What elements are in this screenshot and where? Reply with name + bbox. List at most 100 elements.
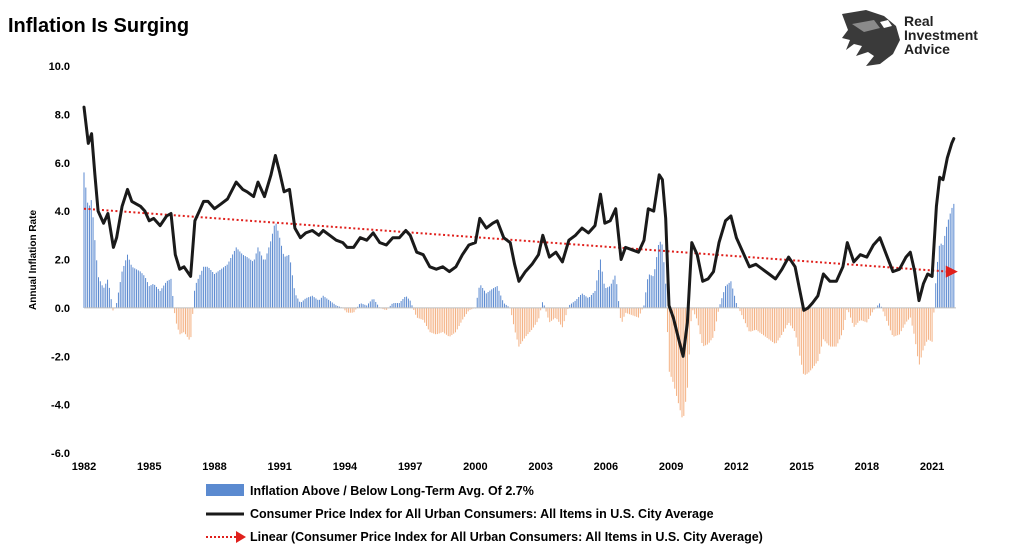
deviation-bar: [266, 253, 268, 308]
deviation-bar: [184, 307, 186, 335]
deviation-bar: [311, 295, 313, 308]
deviation-bar: [712, 307, 714, 338]
deviation-bar: [648, 274, 650, 308]
deviation-bar: [871, 307, 873, 313]
deviation-bar: [333, 303, 335, 308]
deviation-bar: [561, 307, 563, 328]
deviation-bar: [94, 240, 96, 308]
deviation-bar: [366, 305, 368, 308]
deviation-bar: [889, 307, 891, 331]
deviation-bar: [797, 307, 799, 347]
chart-title: Inflation Is Surging: [8, 15, 189, 37]
deviation-bar: [735, 303, 737, 308]
deviation-bar: [694, 307, 696, 315]
deviation-bar: [462, 307, 464, 320]
deviation-bars: [83, 172, 955, 418]
deviation-bar: [614, 275, 616, 308]
deviation-bar: [87, 202, 89, 308]
deviation-bar: [223, 267, 225, 308]
legend-label-cpi: Consumer Price Index for All Urban Consu…: [250, 507, 714, 521]
deviation-bar: [226, 264, 228, 308]
deviation-bar: [723, 292, 725, 308]
deviation-bar: [386, 307, 388, 310]
deviation-bar: [369, 301, 371, 308]
deviation-bar: [239, 251, 241, 308]
deviation-bar: [882, 307, 884, 312]
deviation-bar: [717, 307, 719, 312]
deviation-bar: [904, 307, 906, 325]
deviation-bar: [630, 307, 632, 315]
deviation-bar: [851, 307, 853, 323]
deviation-bar: [471, 307, 473, 310]
deviation-bar: [520, 307, 522, 344]
deviation-bar: [647, 279, 649, 308]
deviation-bar: [676, 307, 678, 396]
deviation-bar: [132, 267, 134, 308]
deviation-bar: [728, 282, 730, 308]
deviation-bar: [908, 307, 910, 320]
deviation-bar: [126, 254, 128, 308]
deviation-bar: [817, 307, 819, 362]
deviation-bar: [186, 307, 188, 337]
deviation-bar: [541, 302, 543, 308]
logo-line-1: Real: [904, 13, 934, 29]
deviation-bar: [795, 307, 797, 338]
deviation-bar: [616, 284, 618, 308]
deviation-bar: [295, 295, 297, 308]
deviation-bar: [146, 282, 148, 308]
deviation-bar: [500, 295, 502, 308]
deviation-bar: [96, 260, 98, 308]
deviation-bar: [460, 307, 462, 323]
deviation-bar: [634, 307, 636, 317]
deviation-bar: [886, 307, 888, 321]
deviation-bar: [482, 287, 484, 308]
deviation-bar: [663, 262, 665, 308]
deviation-bar: [300, 302, 302, 308]
deviation-bar: [255, 253, 257, 308]
deviation-bar: [924, 307, 926, 346]
deviation-bar: [326, 298, 328, 308]
deviation-bar: [900, 307, 902, 332]
deviation-bar: [822, 307, 824, 340]
y-tick-label: 8.0: [55, 109, 70, 121]
deviation-bar: [317, 299, 319, 308]
deviation-bar: [279, 237, 281, 308]
deviation-bar: [842, 307, 844, 331]
deviation-bar: [175, 307, 177, 324]
deviation-bar: [516, 307, 518, 340]
x-tick-label: 2018: [855, 461, 879, 473]
deviation-bar: [210, 269, 212, 308]
deviation-bar: [306, 297, 308, 308]
deviation-bar: [105, 283, 107, 308]
deviation-bar: [618, 301, 620, 308]
deviation-bar: [547, 307, 549, 318]
deviation-bar: [927, 307, 929, 340]
deviation-bar: [786, 307, 788, 326]
deviation-bar: [261, 255, 263, 308]
deviation-bar: [734, 295, 736, 308]
deviation-bar: [397, 303, 398, 308]
deviation-bar: [429, 307, 431, 333]
deviation-bar: [569, 304, 571, 308]
deviation-bar: [502, 300, 504, 308]
deviation-bar: [264, 259, 266, 308]
deviation-bar: [400, 301, 402, 308]
deviation-bar: [677, 307, 679, 404]
deviation-bar: [286, 255, 288, 308]
deviation-bar: [159, 290, 161, 308]
deviation-bar: [679, 307, 681, 411]
deviation-bar: [933, 307, 935, 313]
deviation-bar: [522, 307, 524, 342]
deviation-bar: [447, 307, 449, 337]
deviation-bar: [119, 282, 121, 308]
deviation-bar: [322, 295, 324, 308]
deviation-bar: [221, 268, 223, 308]
deviation-bar: [110, 299, 112, 308]
deviation-bar: [290, 262, 292, 308]
x-tick-label: 2015: [789, 461, 813, 473]
deviation-bar: [621, 307, 623, 322]
deviation-bar: [335, 305, 337, 308]
deviation-bar: [768, 307, 770, 340]
deviation-bar: [565, 307, 567, 316]
deviation-bar: [246, 257, 248, 308]
